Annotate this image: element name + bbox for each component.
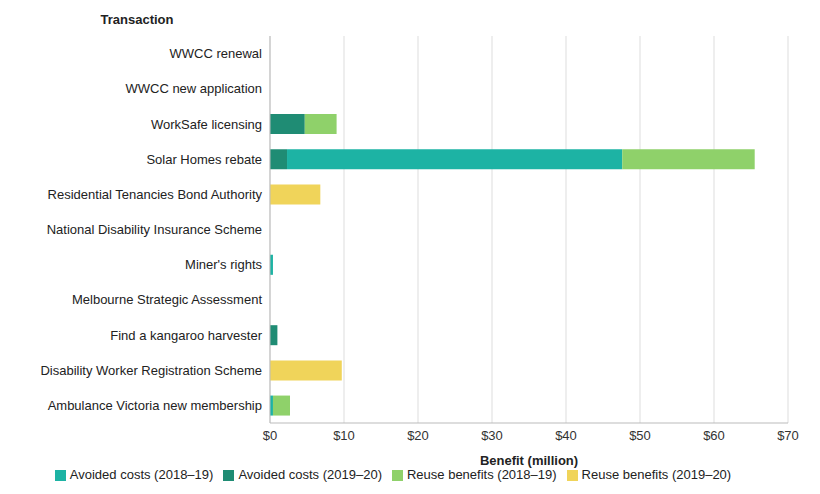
svg-text:$60: $60 bbox=[703, 428, 725, 443]
svg-text:WWCC new application: WWCC new application bbox=[125, 81, 262, 96]
svg-text:Melbourne Strategic Assessment: Melbourne Strategic Assessment bbox=[72, 292, 262, 307]
html-text:Reuse benefits (2019–20): Reuse benefits (2019–20) bbox=[581, 467, 732, 482]
svg-text:$50: $50 bbox=[629, 428, 651, 443]
svg-text:$10: $10 bbox=[333, 428, 355, 443]
svg-text:WWCC renewal: WWCC renewal bbox=[170, 46, 263, 61]
svg-text:Ambulance Victoria new members: Ambulance Victoria new membership bbox=[48, 398, 262, 413]
svg-text:Solar Homes rebate: Solar Homes rebate bbox=[146, 152, 262, 167]
svg-text:$0: $0 bbox=[263, 428, 277, 443]
svg-text:WorkSafe licensing: WorkSafe licensing bbox=[151, 117, 262, 132]
svg-text:Find a kangaroo harvester: Find a kangaroo harvester bbox=[110, 328, 262, 343]
svg-text:$20: $20 bbox=[407, 428, 429, 443]
svg-text:Disability Worker Registration: Disability Worker Registration Scheme bbox=[40, 363, 262, 378]
svg-text:$30: $30 bbox=[481, 428, 503, 443]
svg-text:Miner's rights: Miner's rights bbox=[185, 257, 262, 272]
html-text:Avoided costs (2019–20): Avoided costs (2019–20) bbox=[238, 467, 382, 482]
svg-text:Benefit (million): Benefit (million) bbox=[480, 453, 578, 468]
svg-text:$70: $70 bbox=[777, 428, 799, 443]
html-text:Reuse benefits (2018–19): Reuse benefits (2018–19) bbox=[407, 467, 557, 482]
html-text:Transaction: Transaction bbox=[100, 12, 174, 27]
svg-text:Residential Tenancies Bond Aut: Residential Tenancies Bond Authority bbox=[48, 187, 263, 202]
svg-text:National Disability Insurance: National Disability Insurance Scheme bbox=[47, 222, 262, 237]
html-text:Avoided costs (2018–19): Avoided costs (2018–19) bbox=[69, 467, 214, 482]
svg-text:$40: $40 bbox=[555, 428, 577, 443]
